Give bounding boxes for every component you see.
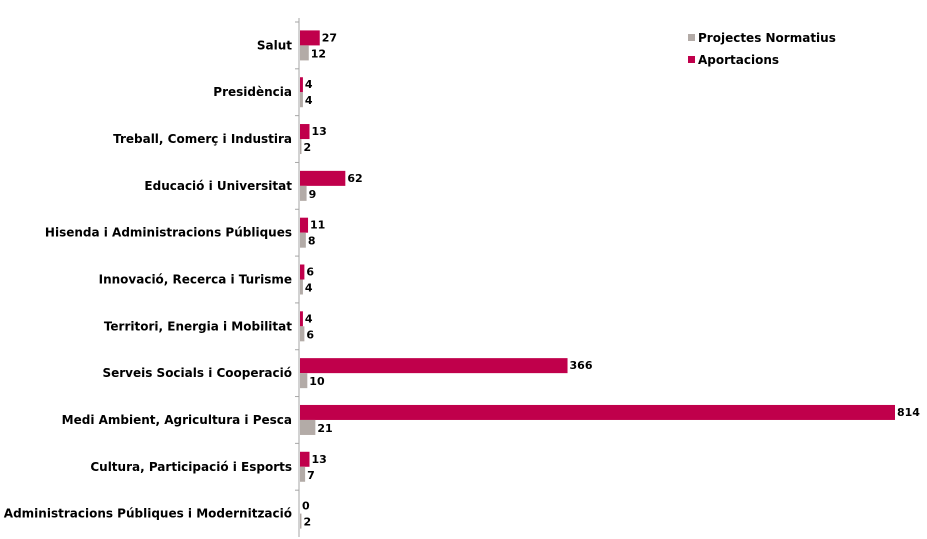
data-label-projectes-normatius: 6 [306, 328, 314, 341]
bar-aportacions [300, 404, 895, 420]
data-label-projectes-normatius: 8 [308, 235, 316, 248]
data-label-projectes-normatius: 21 [317, 422, 332, 435]
bar-aportacions [300, 124, 310, 140]
bar-projectes-normatius [300, 92, 303, 108]
data-label-aportacions: 6 [306, 266, 314, 279]
axis-layer [295, 18, 300, 537]
category-label: Medi Ambient, Agricultura i Pesca [62, 413, 292, 427]
bar-aportacions [300, 217, 309, 233]
bar-projectes-normatius [300, 513, 302, 529]
bar-projectes-normatius [300, 185, 307, 201]
category-label: Salut [257, 38, 292, 52]
data-label-aportacions: 4 [305, 78, 313, 91]
bar-projectes-normatius [300, 45, 309, 61]
category-label: Cultura, Participació i Esports [90, 460, 292, 474]
data-label-projectes-normatius: 4 [305, 94, 313, 107]
data-label-aportacions: 814 [897, 406, 920, 419]
bar-aportacions [300, 311, 303, 327]
bar-projectes-normatius [300, 279, 303, 295]
category-label: Innovació, Recerca i Turisme [99, 273, 292, 287]
data-label-aportacions: 13 [312, 125, 327, 138]
legend-swatch [688, 56, 695, 63]
data-label-projectes-normatius: 4 [305, 282, 313, 295]
data-label-aportacions: 62 [347, 172, 362, 185]
bar-projectes-normatius [300, 139, 302, 155]
data-label-aportacions: 13 [312, 453, 327, 466]
bar-projectes-normatius [300, 326, 305, 342]
data-label-aportacions: 0 [302, 500, 310, 513]
category-label: Serveis Socials i Cooperació [102, 366, 292, 380]
bar-aportacions [300, 170, 346, 186]
legend-swatch [688, 34, 695, 41]
bar-projectes-normatius [300, 419, 316, 435]
bar-aportacions [300, 451, 310, 467]
legend-entry: Projectes Normatius [698, 31, 836, 45]
legend-entry: Aportacions [698, 53, 779, 67]
category-label: Territori, Energia i Mobilitat [104, 319, 292, 333]
bars-layer [300, 30, 895, 529]
category-label: Educació i Universitat [144, 179, 292, 193]
bar-aportacions [300, 77, 303, 93]
data-label-aportacions: 27 [322, 31, 337, 44]
data-label-aportacions: 4 [305, 312, 313, 325]
data-label-aportacions: 366 [570, 359, 593, 372]
bar-aportacions [300, 264, 305, 280]
bar-projectes-normatius [300, 232, 306, 248]
data-label-projectes-normatius: 9 [309, 188, 317, 201]
bar-aportacions [300, 30, 320, 46]
data-label-aportacions: 11 [310, 219, 325, 232]
category-label: Administracions Públiques i Modernitzaci… [4, 507, 292, 521]
data-label-projectes-normatius: 2 [303, 141, 311, 154]
category-label: Hisenda i Administracions Públiques [45, 226, 292, 240]
bar-projectes-normatius [300, 373, 308, 389]
category-label: Presidència [213, 85, 292, 99]
bar-aportacions [300, 358, 568, 374]
data-label-projectes-normatius: 7 [307, 469, 315, 482]
bar-projectes-normatius [300, 466, 306, 482]
data-label-projectes-normatius: 2 [303, 516, 311, 529]
legend: Projectes Normatius Aportacions [688, 31, 836, 67]
data-label-projectes-normatius: 10 [309, 375, 325, 388]
data-label-projectes-normatius: 12 [311, 47, 326, 60]
category-label: Treball, Comerç i Industira [113, 132, 292, 146]
